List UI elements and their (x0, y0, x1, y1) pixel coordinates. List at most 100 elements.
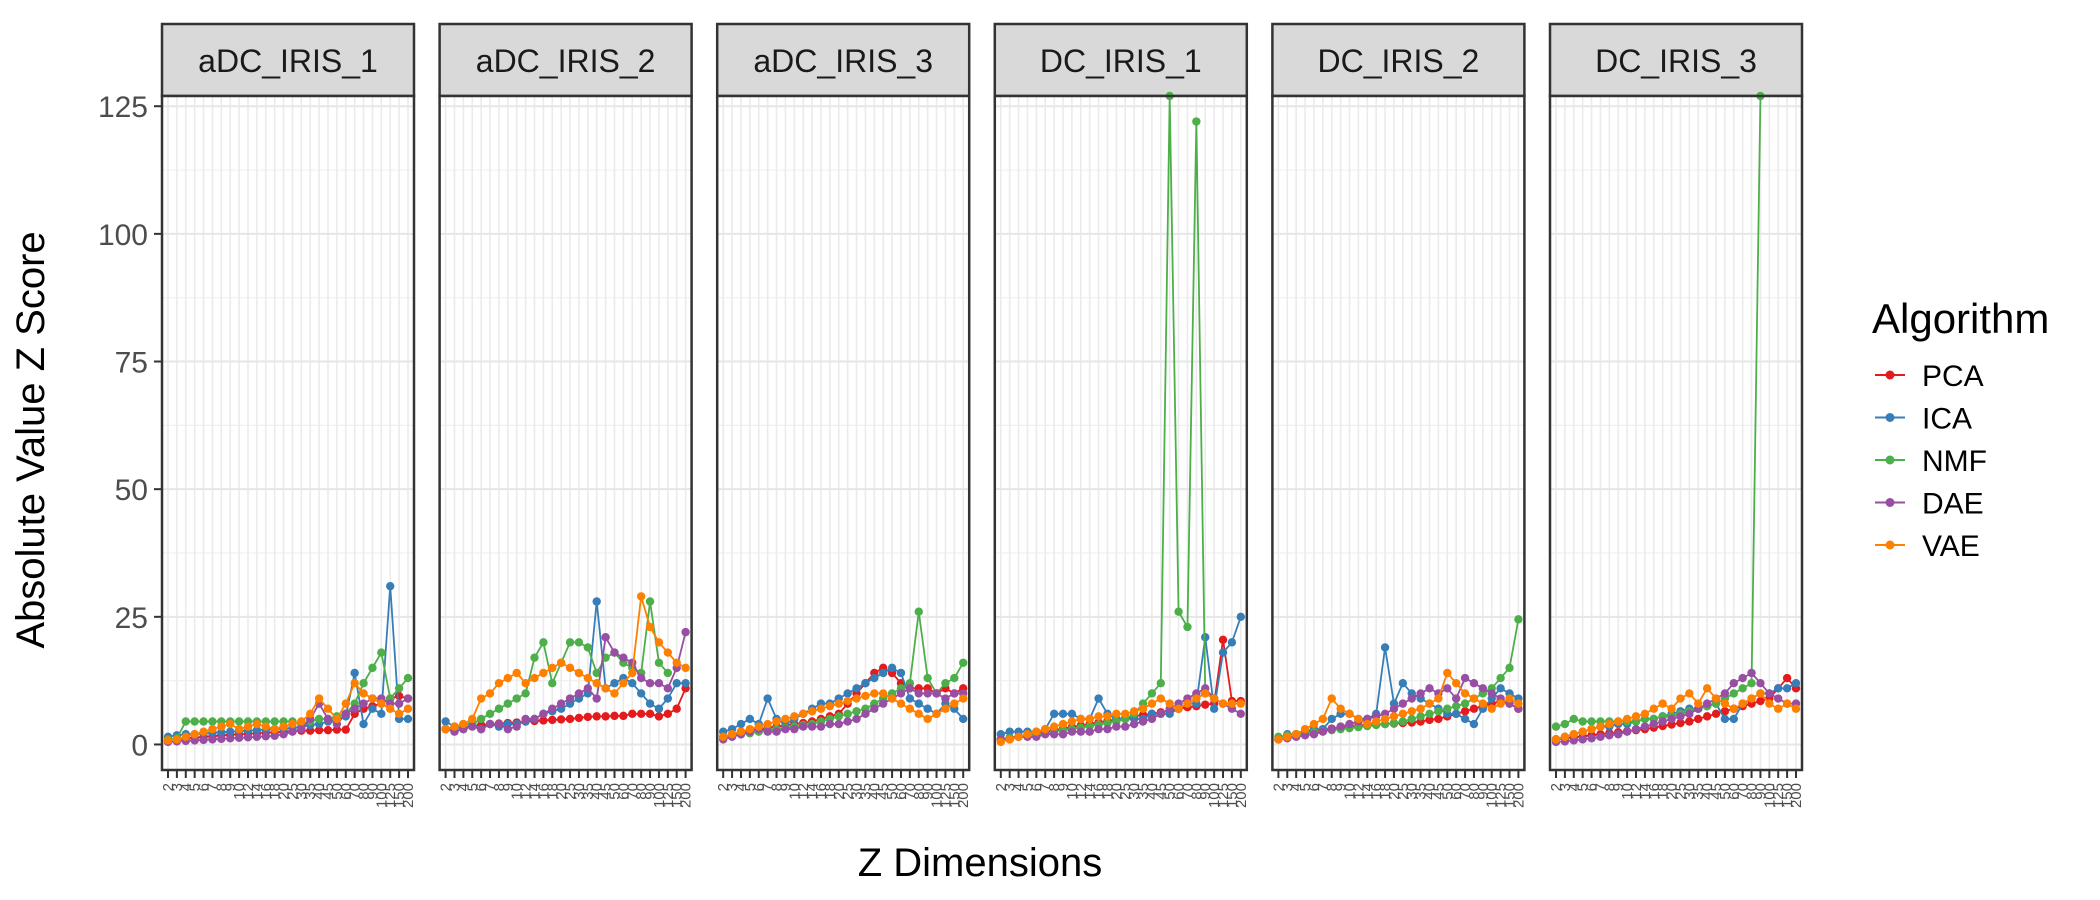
series-line (722, 687, 964, 741)
data-point (1174, 607, 1183, 616)
panel-background (1550, 96, 1802, 770)
data-point (1094, 712, 1103, 721)
data-point (476, 724, 486, 734)
panel-background (439, 96, 692, 770)
x-tick-label: 2 (438, 783, 455, 791)
x-tick-label: 6 (1584, 783, 1601, 791)
data-point (592, 712, 601, 721)
data-point (1085, 714, 1094, 724)
x-tick-label: 5 (1575, 783, 1592, 791)
data-point (1729, 714, 1738, 724)
x-tick-label: 60 (1171, 783, 1188, 800)
x-tick-label: 3 (169, 783, 186, 791)
data-point (1345, 709, 1354, 719)
data-point (932, 709, 941, 719)
x-tick-label: 8 (1324, 783, 1341, 791)
data-point (1478, 699, 1488, 708)
data-point (441, 724, 450, 734)
data-point (1747, 694, 1756, 703)
x-tick-label: 80 (633, 783, 650, 800)
data-point (645, 678, 655, 688)
x-tick-label: 70 (902, 783, 919, 800)
x-tick-label: 9 (222, 783, 239, 791)
data-point (763, 694, 772, 703)
x-tick-label: 8 (1601, 783, 1618, 791)
x-tick-label: 4 (1566, 783, 1583, 791)
x-tick-label: 12 (1073, 783, 1090, 800)
data-point (654, 704, 664, 713)
x-tick-label: 6 (1306, 783, 1323, 791)
data-point (1398, 709, 1408, 719)
data-point (861, 691, 870, 701)
data-point (1156, 678, 1166, 688)
data-point (1434, 714, 1443, 724)
data-point (314, 694, 324, 703)
data-point (914, 699, 923, 708)
x-tick-label: 14 (1637, 783, 1654, 800)
data-point (672, 704, 681, 713)
data-point (261, 722, 270, 731)
x-tick-label: 16 (258, 783, 275, 800)
data-point (163, 736, 173, 745)
data-point (1067, 709, 1077, 719)
data-point (359, 689, 368, 698)
x-tick-label: 12 (240, 783, 257, 800)
x-tick-label: 7 (482, 783, 499, 791)
data-point (181, 732, 190, 742)
x-tick-label: 90 (642, 783, 659, 800)
data-point (654, 712, 664, 721)
data-point (941, 678, 950, 688)
data-point (914, 689, 923, 698)
panel-background (1272, 96, 1525, 770)
data-point (1209, 694, 1219, 703)
x-tick-label: 70 (624, 783, 641, 800)
series-line (1555, 686, 1797, 741)
x-tick-label: 9 (500, 783, 517, 791)
data-point (781, 714, 790, 724)
x-tick-label: 30 (849, 783, 866, 800)
data-point (1156, 694, 1166, 703)
data-point (843, 696, 852, 706)
series-line (1278, 676, 1519, 741)
x-tick-label: 80 (1188, 783, 1205, 800)
x-tick-label: 12 (1350, 783, 1367, 800)
data-point (1371, 717, 1381, 726)
data-point (252, 719, 262, 729)
x-tick-label: 8 (213, 783, 230, 791)
data-point (1614, 717, 1623, 726)
data-point (816, 704, 826, 713)
x-tick-label: 200 (678, 783, 695, 808)
data-point (1756, 689, 1765, 698)
data-point (1416, 704, 1425, 713)
data-point (1032, 727, 1041, 736)
data-point (1067, 717, 1077, 726)
data-point (959, 714, 968, 724)
data-point (592, 678, 601, 688)
data-point (807, 707, 817, 716)
data-point (941, 704, 950, 713)
data-point (1685, 689, 1694, 698)
x-tick-label: 8 (769, 783, 786, 791)
data-point (556, 658, 566, 667)
facet-panels: aDC_IRIS_1234567891012141618202530354045… (160, 22, 1805, 808)
x-tick-label: 150 (391, 783, 408, 808)
data-point (1209, 704, 1219, 713)
x-tick-label: 10 (1342, 783, 1359, 800)
legend-label: ICA (1922, 403, 1972, 436)
series-line (445, 687, 687, 731)
data-point (261, 732, 270, 741)
data-point (270, 717, 279, 726)
panel-border (993, 94, 1249, 772)
data-point (1389, 704, 1399, 713)
data-point (772, 727, 781, 736)
data-point (1756, 678, 1765, 688)
facet-strip-label: DC_IRIS_2 (1317, 43, 1479, 79)
facet-strip-label: aDC_IRIS_2 (476, 43, 656, 79)
data-point (1791, 678, 1801, 688)
series-line (167, 681, 409, 742)
data-point (905, 694, 915, 703)
x-tick-label: 20 (1108, 783, 1125, 800)
x-tick-label: 45 (1708, 783, 1725, 800)
legend-marker (1885, 540, 1895, 550)
data-point (781, 724, 790, 734)
